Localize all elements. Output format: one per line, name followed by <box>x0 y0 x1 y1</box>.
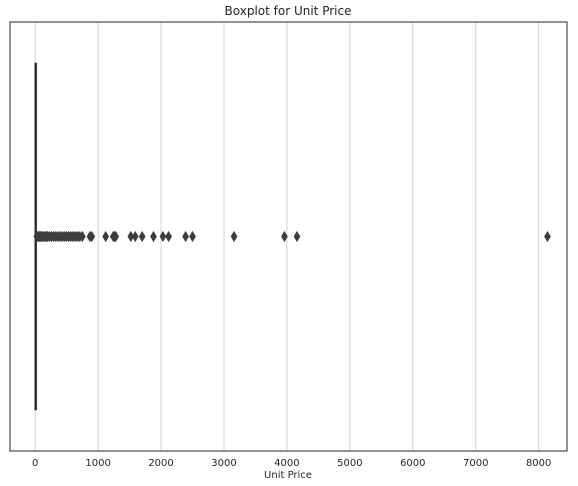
x-tick-label-7: 7000 <box>463 458 488 469</box>
outlier-40 <box>165 230 172 243</box>
outlier-45 <box>293 230 301 243</box>
outlier-31 <box>102 230 110 243</box>
x-tick-label-2: 2000 <box>148 458 173 469</box>
outlier-35 <box>127 230 135 243</box>
outlier-28 <box>79 230 86 243</box>
outlier-38 <box>150 230 157 243</box>
chart-title: Boxplot for Unit Price <box>225 4 352 18</box>
x-tick-label-8: 8000 <box>526 458 551 469</box>
outlier-46 <box>544 230 551 243</box>
outlier-42 <box>189 230 196 243</box>
x-tick-label-1: 1000 <box>85 458 110 469</box>
x-tick-label-0: 0 <box>32 458 38 469</box>
outlier-41 <box>182 230 189 243</box>
x-tick-label-6: 6000 <box>400 458 425 469</box>
x-axis-label: Unit Price <box>264 470 312 481</box>
outlier-30 <box>88 230 96 243</box>
outlier-36 <box>131 230 139 243</box>
x-tick-label-3: 3000 <box>211 458 236 469</box>
x-tick-label-4: 4000 <box>274 458 299 469</box>
plot-frame <box>9 21 568 452</box>
outlier-34 <box>112 230 120 243</box>
outlier-43 <box>230 230 238 243</box>
x-tick-label-5: 5000 <box>337 458 362 469</box>
outlier-points <box>33 230 551 243</box>
outlier-44 <box>281 230 288 243</box>
x-ticks: 0 1000 2000 3000 4000 5000 6000 7000 8000 <box>32 458 551 469</box>
outlier-39 <box>159 230 167 243</box>
outlier-37 <box>138 230 146 243</box>
